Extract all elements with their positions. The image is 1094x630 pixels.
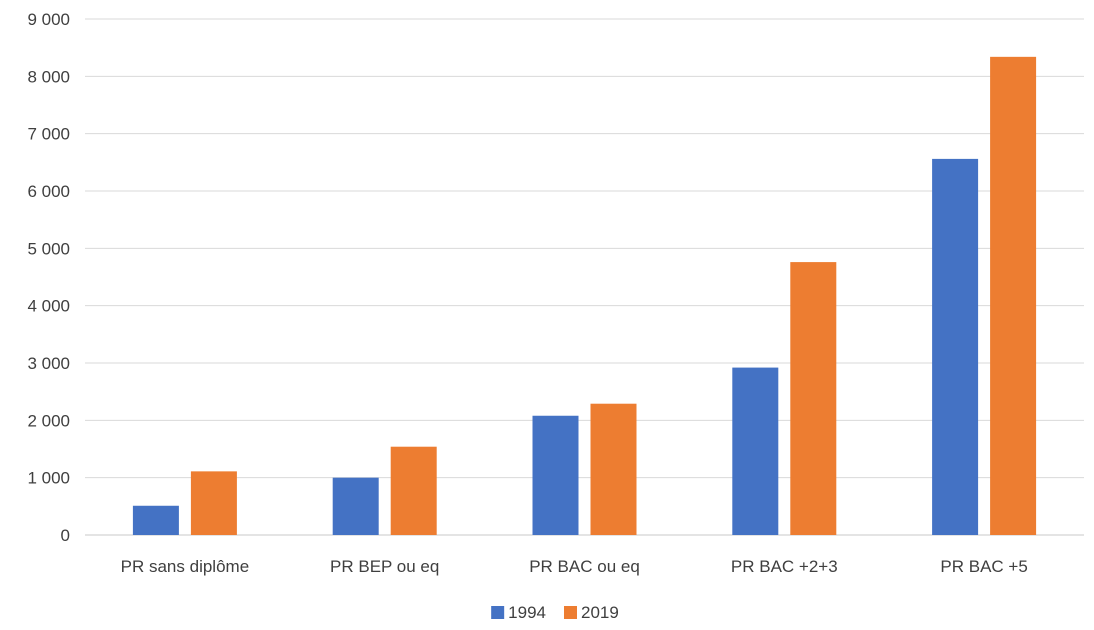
bar-2019-4 [790, 262, 837, 535]
y-tick-label: 4 000 [27, 297, 70, 316]
gridlines [85, 18, 1084, 536]
bars [132, 56, 1037, 536]
legend-label: 2019 [581, 603, 619, 622]
bar-1994-4 [732, 367, 779, 535]
x-category-label: PR BAC ou eq [529, 557, 640, 576]
bar-1994-1 [132, 505, 179, 535]
y-tick-label: 6 000 [27, 182, 70, 201]
y-tick-label: 8 000 [27, 67, 70, 86]
y-axis: 0 1 000 2 000 3 000 4 000 5 000 6 000 7 000 8 00… [27, 10, 70, 545]
bar-2019-5 [990, 56, 1037, 536]
y-tick-label: 0 [61, 526, 70, 545]
bar-1994-5 [932, 158, 979, 536]
x-axis: PR sans diplôme PR BEP ou eq PR BAC ou eq P… [121, 557, 1028, 576]
y-tick-label: 3 000 [27, 354, 70, 373]
y-tick-label: 9 000 [27, 10, 70, 29]
legend-swatch-2019 [564, 606, 577, 619]
legend-label: 1994 [508, 603, 546, 622]
y-tick-label: 1 000 [27, 469, 70, 488]
x-category-label: PR BEP ou eq [330, 557, 439, 576]
legend: 1994 2019 [491, 603, 619, 622]
x-category-label: PR BAC +5 [940, 557, 1027, 576]
y-tick-label: 5 000 [27, 239, 70, 258]
x-category-label: PR BAC +2+3 [731, 557, 838, 576]
y-tick-label: 7 000 [27, 125, 70, 144]
bar-2019-2 [390, 446, 437, 535]
bar-1994-3 [532, 415, 579, 535]
bar-2019-3 [590, 403, 637, 535]
bar-2019-1 [190, 471, 237, 535]
bar-1994-2 [332, 477, 379, 535]
x-category-label: PR sans diplôme [121, 557, 250, 576]
legend-swatch-1994 [491, 606, 505, 619]
y-tick-label: 2 000 [27, 411, 70, 430]
